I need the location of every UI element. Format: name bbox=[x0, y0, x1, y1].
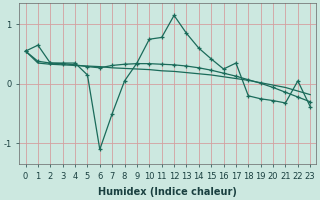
X-axis label: Humidex (Indice chaleur): Humidex (Indice chaleur) bbox=[99, 187, 237, 197]
